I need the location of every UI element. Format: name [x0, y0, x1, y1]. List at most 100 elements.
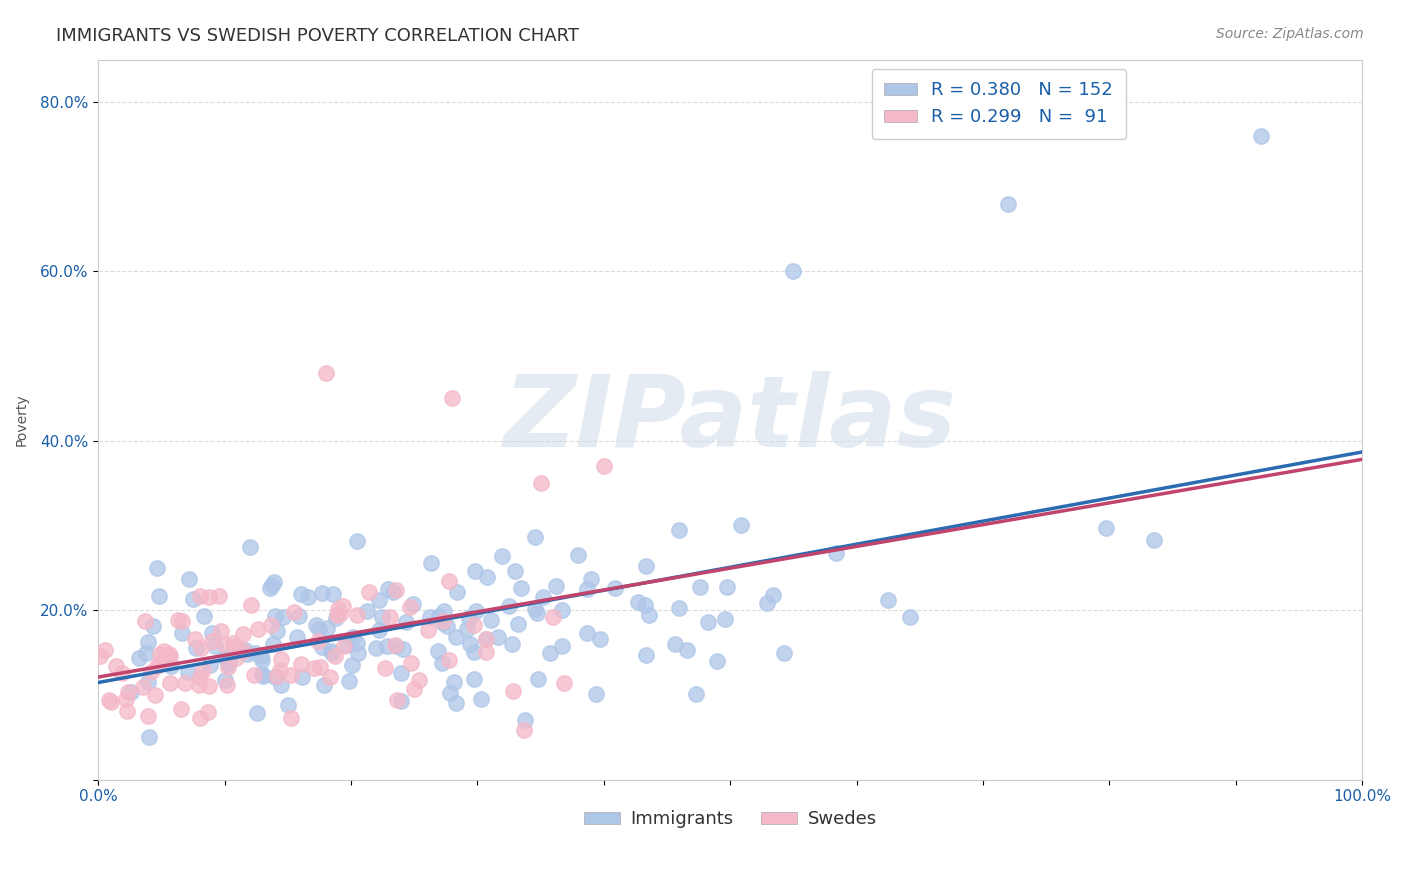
- Point: [204, 639, 226, 653]
- Point: [217, 659, 239, 673]
- Point: [290, 587, 312, 601]
- Point: [184, 641, 207, 656]
- Point: [235, 648, 257, 662]
- Point: [368, 623, 391, 637]
- Point: [222, 636, 245, 650]
- Point: [432, 616, 454, 631]
- Point: [589, 632, 612, 646]
- Point: [243, 668, 266, 682]
- Point: [314, 678, 336, 692]
- Point: [252, 666, 274, 681]
- Point: [392, 641, 415, 656]
- Point: [188, 711, 211, 725]
- Point: [218, 653, 240, 667]
- Point: [225, 651, 247, 665]
- Point: [436, 619, 458, 633]
- Point: [513, 713, 536, 727]
- Point: [250, 653, 273, 667]
- Point: [756, 596, 779, 610]
- Point: [1094, 520, 1116, 534]
- Point: [307, 634, 329, 648]
- Point: [264, 608, 287, 623]
- Point: [685, 687, 707, 701]
- Point: [427, 644, 450, 658]
- Point: [370, 609, 392, 624]
- Point: [524, 530, 547, 544]
- Point: [249, 649, 271, 664]
- Point: [340, 658, 363, 673]
- Point: [474, 632, 496, 647]
- Point: [201, 625, 224, 640]
- Point: [115, 704, 138, 718]
- Point: [825, 546, 848, 560]
- Point: [98, 693, 121, 707]
- Point: [198, 657, 221, 672]
- Point: [541, 610, 564, 624]
- Point: [664, 638, 686, 652]
- Point: [730, 518, 752, 533]
- Point: [142, 618, 165, 632]
- Point: [326, 607, 349, 622]
- Point: [446, 585, 468, 599]
- Point: [567, 548, 589, 562]
- Point: [634, 558, 657, 573]
- Point: [138, 731, 160, 745]
- Point: [441, 392, 464, 406]
- Point: [585, 688, 607, 702]
- Point: [160, 659, 183, 673]
- Point: [135, 646, 157, 660]
- Point: [475, 632, 498, 646]
- Point: [399, 656, 422, 670]
- Point: [283, 605, 305, 619]
- Point: [444, 630, 467, 644]
- Point: [458, 637, 481, 651]
- Legend: Immigrants, Swedes: Immigrants, Swedes: [576, 803, 884, 836]
- Point: [346, 636, 368, 650]
- Point: [183, 632, 205, 647]
- Point: [153, 652, 176, 666]
- Point: [513, 723, 536, 738]
- Point: [104, 659, 127, 673]
- Point: [215, 678, 238, 692]
- Point: [898, 610, 921, 624]
- Point: [337, 673, 360, 688]
- Point: [676, 643, 699, 657]
- Point: [429, 609, 451, 624]
- Point: [224, 640, 246, 654]
- Point: [503, 564, 526, 578]
- Point: [506, 617, 529, 632]
- Point: [465, 604, 488, 618]
- Point: [302, 661, 325, 675]
- Point: [634, 648, 657, 662]
- Point: [1250, 128, 1272, 143]
- Point: [176, 665, 198, 679]
- Point: [347, 647, 370, 661]
- Point: [385, 693, 408, 707]
- Point: [404, 681, 426, 696]
- Point: [524, 602, 547, 616]
- Point: [689, 580, 711, 594]
- Point: [187, 678, 209, 692]
- Point: [173, 676, 195, 690]
- Point: [233, 643, 256, 657]
- Point: [470, 692, 492, 706]
- Point: [477, 570, 499, 584]
- Point: [668, 523, 690, 537]
- Point: [430, 656, 453, 670]
- Point: [332, 599, 354, 613]
- Point: [527, 673, 550, 687]
- Point: [321, 646, 343, 660]
- Point: [245, 706, 267, 720]
- Point: [311, 640, 333, 655]
- Point: [575, 582, 598, 596]
- Point: [408, 673, 430, 687]
- Point: [668, 600, 690, 615]
- Point: [190, 640, 212, 655]
- Point: [634, 598, 657, 612]
- Point: [389, 665, 412, 680]
- Point: [146, 658, 169, 673]
- Point: [159, 648, 181, 663]
- Point: [280, 668, 302, 682]
- Point: [239, 540, 262, 554]
- Point: [170, 614, 193, 628]
